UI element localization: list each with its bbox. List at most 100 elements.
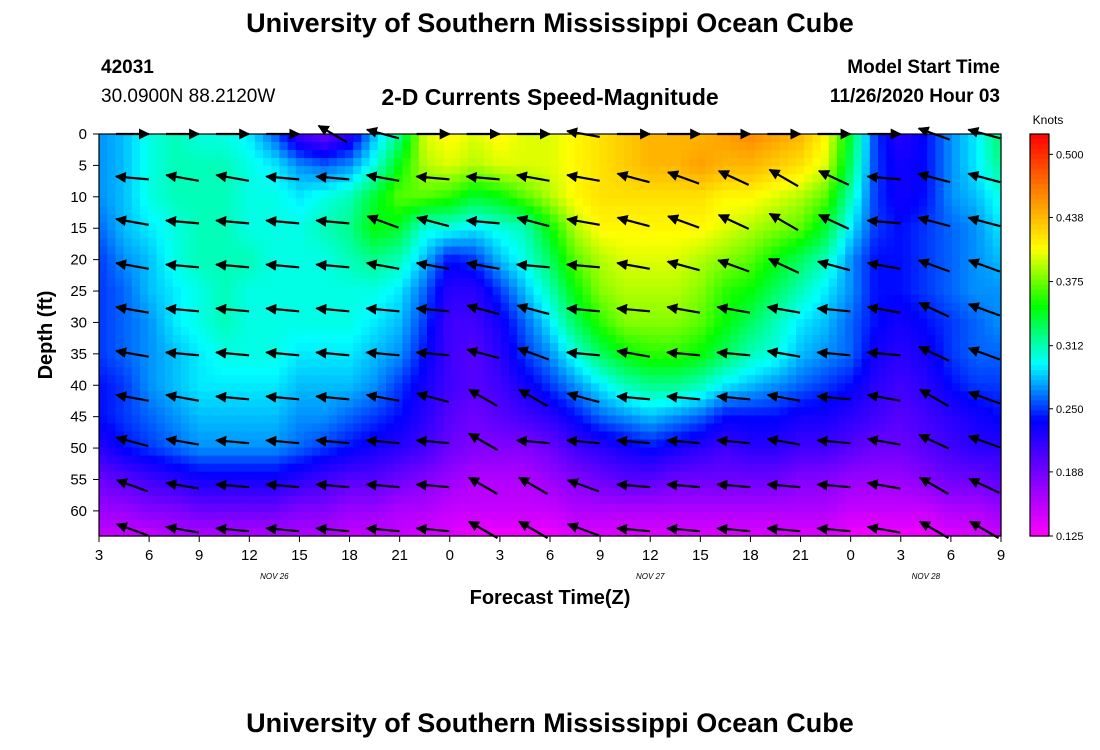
heatmap-cell (968, 487, 977, 497)
heatmap-cell (230, 318, 239, 328)
heatmap-cell (673, 238, 682, 248)
heatmap-cell (705, 431, 715, 441)
heatmap-cell (763, 487, 772, 497)
heatmap-cell (894, 294, 904, 304)
heatmap-cell (451, 431, 461, 441)
heatmap-cell (402, 351, 412, 360)
heatmap-cell (951, 487, 961, 497)
heatmap-cell (623, 206, 633, 215)
heatmap-cell (607, 326, 617, 336)
heatmap-cell (402, 343, 412, 352)
heatmap-cell (796, 455, 805, 465)
heatmap-cell (353, 318, 362, 328)
heatmap-cell (599, 294, 608, 304)
heatmap-cell (394, 198, 403, 207)
heatmap-cell (410, 294, 420, 304)
heatmap-cell (492, 270, 502, 280)
heatmap-cell (714, 142, 723, 151)
heatmap-cell (656, 206, 666, 215)
heatmap-cell (689, 431, 699, 441)
heatmap-cell (525, 318, 535, 328)
heatmap-cell (779, 166, 789, 175)
heatmap-cell (582, 439, 592, 449)
heatmap-cell (894, 238, 904, 248)
heatmap-cell (295, 359, 305, 368)
heatmap-cell (336, 190, 346, 199)
heatmap-cell (615, 150, 625, 159)
heatmap-cell (812, 359, 822, 368)
heatmap-cell (222, 246, 231, 256)
heatmap-cell (468, 142, 477, 151)
heatmap-cell (878, 463, 887, 473)
heatmap-cell (312, 326, 321, 336)
heatmap-cell (960, 335, 969, 344)
heatmap-cell (689, 455, 699, 465)
heatmap-cell (550, 238, 559, 248)
heatmap-cell (541, 158, 551, 167)
heatmap-cell (591, 431, 600, 441)
heatmap-cell (304, 495, 313, 505)
heatmap-cell (213, 415, 223, 425)
heatmap-cell (779, 134, 789, 143)
heatmap-cell (886, 222, 895, 232)
heatmap-cell (394, 431, 403, 441)
heatmap-cell (878, 431, 887, 441)
heatmap-cell (361, 318, 371, 328)
heatmap-cell (927, 254, 936, 264)
heatmap-cell (328, 439, 338, 449)
heatmap-cell (172, 238, 182, 248)
heatmap-cell (820, 415, 830, 425)
heatmap-cell (189, 447, 198, 457)
heatmap-cell (279, 310, 289, 320)
heatmap-cell (697, 278, 707, 288)
heatmap-cell (181, 399, 190, 408)
heatmap-cell (591, 254, 600, 264)
heatmap-cell (238, 158, 248, 167)
heatmap-cell (746, 335, 756, 344)
heatmap-cell (468, 375, 477, 384)
heatmap-cell (919, 142, 928, 151)
heatmap-cell (500, 447, 510, 457)
heatmap-cell (738, 407, 748, 416)
heatmap-cell (459, 415, 469, 425)
heatmap-cell (845, 407, 854, 416)
heatmap-cell (181, 439, 190, 449)
heatmap-cell (509, 343, 518, 352)
heatmap-cell (951, 351, 961, 360)
heatmap-cell (787, 326, 797, 336)
heatmap-cell (943, 407, 953, 416)
heatmap-cell (689, 463, 699, 473)
heatmap-cell (500, 351, 510, 360)
heatmap-cell (287, 407, 297, 416)
heatmap-cell (927, 399, 936, 408)
heatmap-cell (796, 238, 805, 248)
heatmap-cell (951, 310, 961, 320)
heatmap-cell (418, 222, 428, 232)
heatmap-cell (697, 391, 707, 400)
heatmap-cell (140, 158, 149, 167)
heatmap-cell (673, 447, 682, 457)
heatmap-cell (148, 367, 157, 376)
heatmap-cell (902, 294, 912, 304)
heatmap-cell (681, 431, 690, 441)
heatmap-cell (254, 150, 264, 159)
heatmap-cell (755, 174, 764, 183)
page-title: University of Southern Mississippi Ocean… (246, 8, 854, 38)
heatmap-cell (222, 278, 231, 288)
heatmap-cell (279, 343, 289, 352)
heatmap-cell (287, 158, 297, 167)
heatmap-cell (312, 166, 321, 175)
heatmap-cell (697, 439, 707, 449)
heatmap-cell (410, 351, 420, 360)
heatmap-cell (796, 190, 805, 199)
heatmap-cell (418, 495, 428, 505)
heatmap-cell (353, 383, 362, 392)
heatmap-cell (591, 335, 600, 344)
heatmap-cell (894, 375, 904, 384)
heatmap-cell (935, 158, 945, 167)
heatmap-cell (345, 142, 354, 151)
heatmap-cell (156, 463, 166, 473)
heatmap-cell (345, 343, 354, 352)
heatmap-cell (369, 359, 379, 368)
heatmap-cell (623, 463, 633, 473)
